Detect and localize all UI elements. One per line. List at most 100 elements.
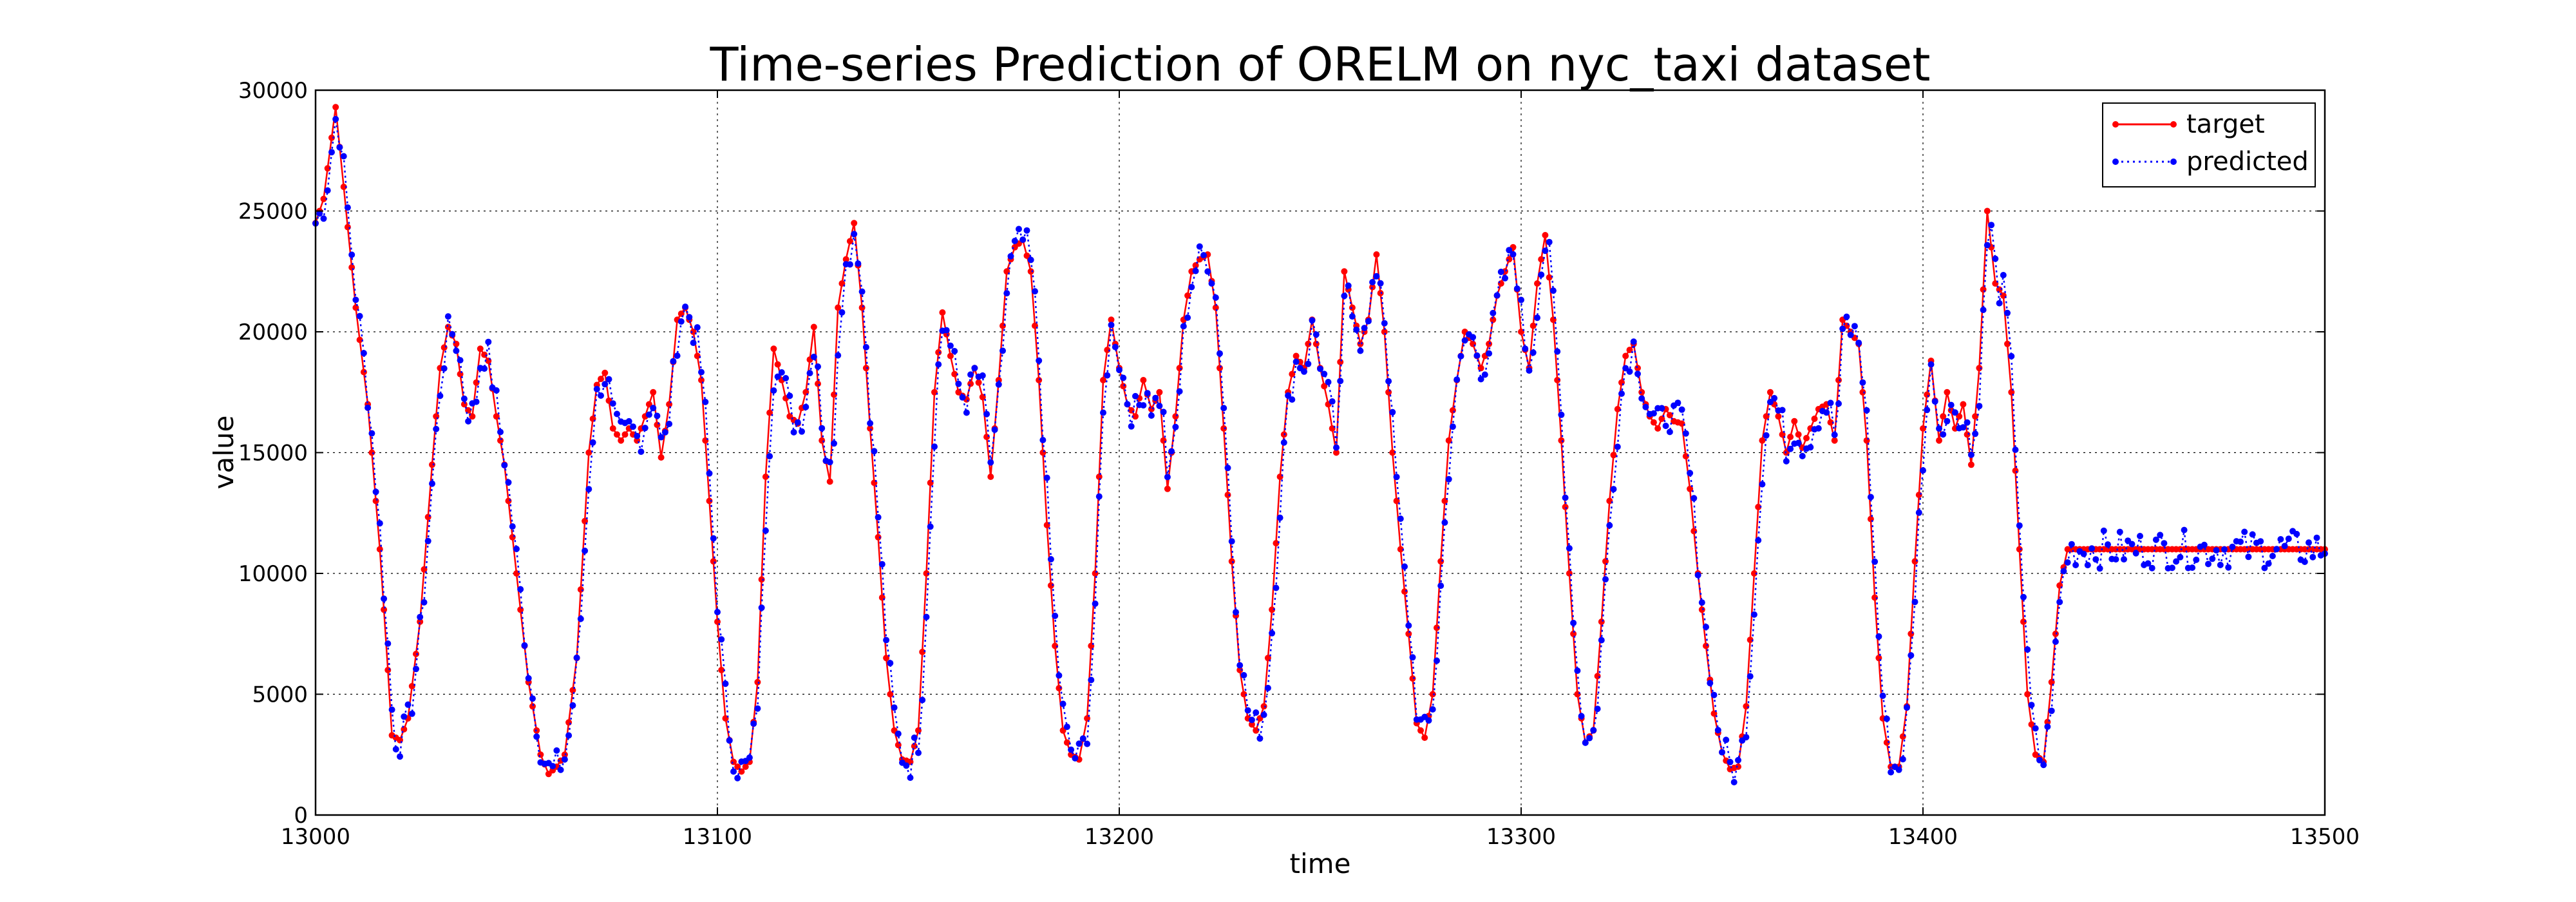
predicted-point — [1349, 313, 1356, 320]
target-point — [1920, 425, 1926, 432]
predicted-point — [871, 448, 878, 455]
predicted-point — [1710, 691, 1718, 698]
target-point — [1289, 370, 1296, 378]
y-tick-label: 5000 — [252, 682, 308, 708]
target-point — [2028, 721, 2035, 728]
predicted-point — [838, 309, 846, 316]
predicted-point — [497, 428, 504, 436]
predicted-point — [2112, 556, 2119, 563]
target-point — [875, 533, 882, 541]
predicted-point — [1072, 754, 1079, 762]
target-point — [621, 431, 629, 438]
predicted-point — [762, 527, 769, 534]
predicted-point — [1924, 407, 1931, 414]
predicted-point — [1549, 287, 1557, 294]
predicted-point — [862, 343, 869, 350]
predicted-point — [1735, 756, 1741, 763]
chart-title: Time-series Prediction of ORELM on nyc_t… — [710, 37, 1931, 91]
predicted-point — [1951, 409, 1958, 416]
predicted-point — [2161, 540, 2168, 547]
predicted-point — [1337, 378, 1344, 385]
target-point — [340, 184, 347, 190]
x-tick-label: 13200 — [1084, 824, 1154, 850]
predicted-point — [1164, 474, 1171, 481]
predicted-point — [1562, 494, 1569, 501]
target-point — [1698, 606, 1705, 613]
predicted-point — [2000, 272, 2007, 278]
target-point — [537, 751, 544, 758]
predicted-point — [730, 768, 737, 775]
predicted-point — [1437, 582, 1444, 590]
predicted-point — [2293, 530, 2300, 537]
predicted-point — [1027, 256, 1034, 264]
predicted-point — [1321, 370, 1328, 378]
predicted-point — [569, 702, 576, 709]
predicted-point — [907, 774, 914, 782]
target-point — [413, 651, 419, 657]
target-point — [1160, 437, 1167, 444]
predicted-point — [1405, 622, 1412, 629]
target-point — [320, 195, 327, 202]
predicted-point — [625, 417, 632, 425]
predicted-point — [1497, 269, 1504, 275]
predicted-point — [1224, 465, 1231, 472]
predicted-point — [971, 365, 978, 372]
predicted-point — [1007, 253, 1014, 260]
predicted-point — [690, 340, 697, 347]
predicted-point — [2012, 446, 2019, 454]
predicted-point — [2201, 541, 2208, 548]
target-point — [1811, 416, 1818, 422]
target-point — [1606, 497, 1613, 504]
predicted-point — [340, 153, 347, 160]
predicted-point — [2301, 559, 2308, 565]
predicted-point — [2249, 531, 2256, 538]
target-point — [1915, 492, 1922, 499]
predicted-point — [1815, 425, 1822, 432]
predicted-point — [1920, 467, 1926, 474]
predicted-point — [2004, 309, 2011, 316]
predicted-point — [1542, 247, 1549, 254]
target-point — [987, 474, 994, 480]
target-point — [1747, 637, 1754, 644]
predicted-point — [2285, 535, 2292, 542]
predicted-point — [1192, 267, 1199, 274]
predicted-point — [577, 615, 584, 622]
predicted-point — [2064, 559, 2071, 566]
predicted-point — [1976, 403, 1983, 410]
target-point — [951, 370, 958, 378]
target-point — [1164, 485, 1171, 492]
target-point — [332, 104, 339, 111]
predicted-point — [1558, 411, 1565, 418]
predicted-point — [421, 599, 428, 606]
predicted-point — [365, 404, 372, 411]
predicted-point — [1148, 412, 1155, 419]
target-point — [477, 345, 484, 352]
predicted-point — [336, 144, 343, 151]
predicted-point — [1594, 705, 1601, 713]
predicted-point — [1538, 271, 1545, 278]
target-point — [1530, 322, 1537, 329]
target-point — [1120, 383, 1127, 390]
predicted-point — [2100, 527, 2107, 534]
target-point — [1312, 340, 1320, 347]
predicted-point — [424, 537, 431, 544]
predicted-point — [927, 523, 934, 530]
target-point — [842, 256, 849, 263]
predicted-point — [397, 753, 403, 760]
target-point — [658, 454, 665, 461]
predicted-point — [360, 350, 367, 357]
predicted-point — [734, 774, 741, 782]
target-point — [1373, 251, 1380, 258]
predicted-point — [983, 410, 990, 417]
predicted-point — [878, 561, 886, 568]
target-point — [1610, 452, 1617, 459]
predicted-point — [1936, 425, 1942, 432]
predicted-point — [1011, 238, 1018, 244]
predicted-point — [658, 434, 665, 441]
predicted-point — [585, 486, 592, 493]
predicted-point — [2008, 352, 2015, 360]
predicted-point — [670, 358, 677, 365]
target-point — [774, 361, 781, 368]
predicted-point — [1863, 407, 1870, 414]
